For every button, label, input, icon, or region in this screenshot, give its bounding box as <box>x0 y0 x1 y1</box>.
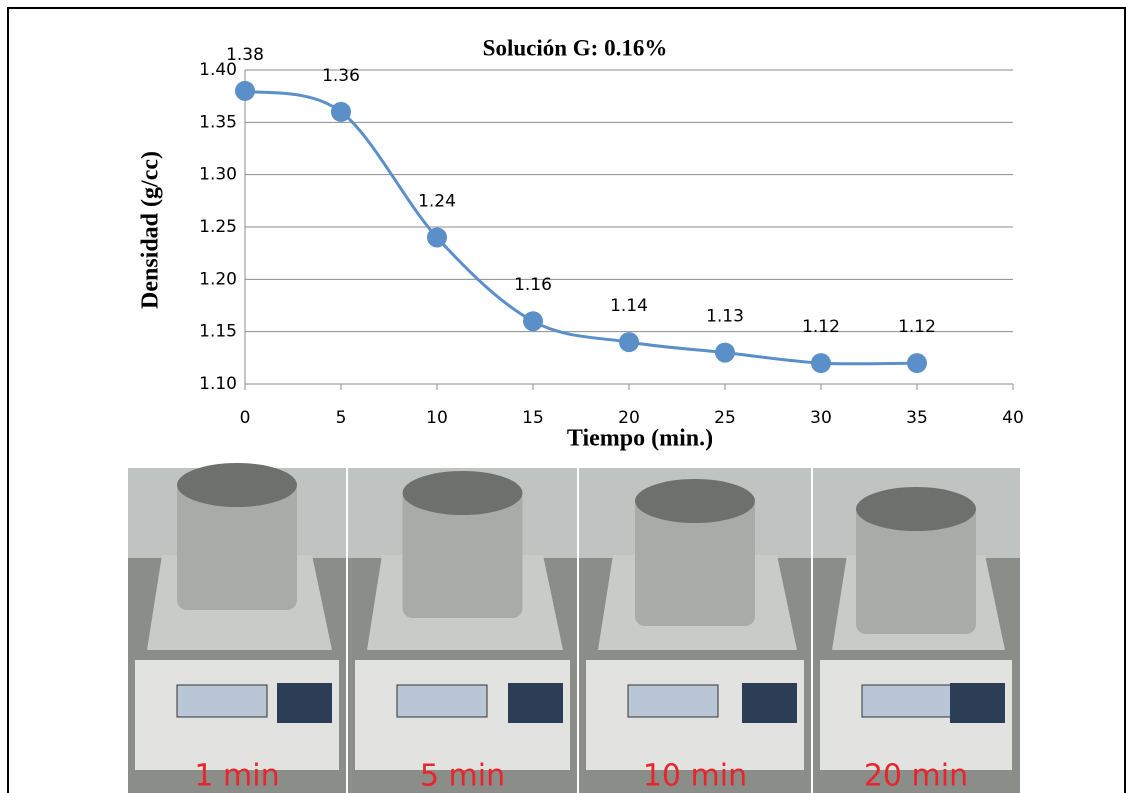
point <box>811 353 831 373</box>
x-tick-label: 20 <box>618 408 640 428</box>
point <box>331 102 351 122</box>
y-tick-label: 1.25 <box>199 217 237 237</box>
x-tick-label: 5 <box>336 408 347 428</box>
data-label: 1.12 <box>898 317 936 337</box>
data-label: 1.24 <box>418 191 456 211</box>
data-label: 1.12 <box>802 317 840 337</box>
photo-caption: 5 min <box>420 759 505 793</box>
x-tick-label: 15 <box>522 408 544 428</box>
display <box>177 685 267 717</box>
photo-caption: 20 min <box>864 759 968 793</box>
display <box>397 685 487 717</box>
x-tick-label: 10 <box>426 408 448 428</box>
photo-caption: 10 min <box>643 759 747 793</box>
y-tick-label: 1.20 <box>199 269 237 289</box>
point <box>235 81 255 101</box>
point <box>715 343 735 363</box>
y-axis-label: Densidad (g/cc) <box>138 151 164 309</box>
data-label: 1.16 <box>514 275 552 295</box>
buttons <box>508 683 563 723</box>
point <box>427 227 447 247</box>
point <box>523 311 543 331</box>
data-label: 1.38 <box>226 45 264 65</box>
y-tick-label: 1.15 <box>199 322 237 342</box>
display <box>628 685 718 717</box>
x-axis-label: Tiempo (min.) <box>567 426 713 452</box>
display <box>862 685 952 717</box>
cup-top <box>635 479 755 523</box>
data-label: 1.14 <box>610 296 648 316</box>
cup-top <box>403 471 523 515</box>
data-label: 1.36 <box>322 66 360 86</box>
point <box>907 353 927 373</box>
y-tick-label: 1.35 <box>199 112 237 132</box>
photo-caption: 1 min <box>194 759 279 793</box>
cup-top <box>177 463 297 507</box>
chart-title: Solución G: 0.16% <box>483 35 668 60</box>
data-label: 1.13 <box>706 307 744 327</box>
buttons <box>950 683 1005 723</box>
x-tick-label: 0 <box>240 408 251 428</box>
x-tick-label: 30 <box>810 408 832 428</box>
x-tick-label: 35 <box>906 408 928 428</box>
y-tick-label: 1.30 <box>199 165 237 185</box>
figure: Solución G: 0.16% Densidad (g/cc) Tiempo… <box>0 0 1126 793</box>
cup-top <box>856 487 976 531</box>
x-tick-label: 40 <box>1002 408 1024 428</box>
photo-strip: 1 min 5 min 10 min 20 min <box>127 463 1020 793</box>
y-tick-label: 1.10 <box>199 374 237 394</box>
point <box>619 332 639 352</box>
buttons <box>742 683 797 723</box>
x-tick-label: 25 <box>714 408 736 428</box>
buttons <box>277 683 332 723</box>
